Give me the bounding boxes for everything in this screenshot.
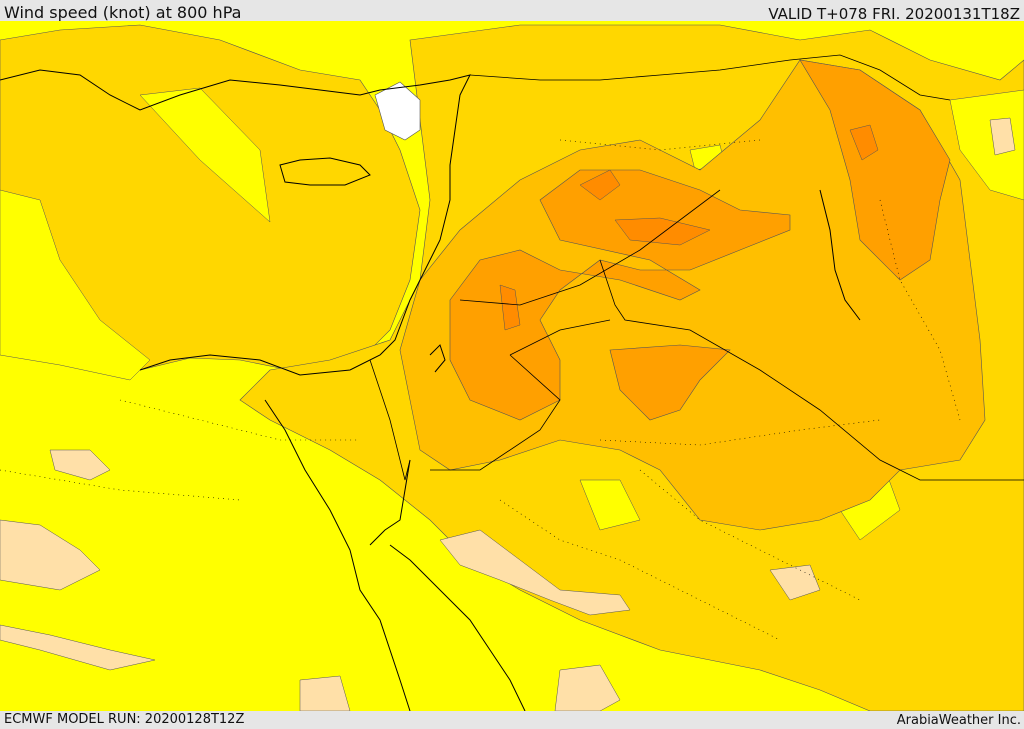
wind-core-1 [579,169,621,201]
wind-map[interactable] [0,21,1024,711]
wind-region-hole-1 [579,479,641,531]
wind-region-mediterranean-inner [139,87,271,223]
wind-map-canvas [0,21,1024,711]
map-title: Wind speed (knot) at 800 hPa [4,3,242,22]
wind-core-2 [614,217,711,246]
valid-time: VALID T+078 FRI. 20200131T18Z [768,5,1020,23]
footer-bar: ECMWF MODEL RUN: 20200128T12Z ArabiaWeat… [0,711,1024,729]
header-bar: Wind speed (knot) at 800 hPa VALID T+078… [0,0,1024,23]
wind-core-3 [499,284,521,331]
credit: ArabiaWeather Inc. [896,713,1021,728]
wind-region-hole-5 [949,89,1024,201]
wind-core-4 [849,124,879,161]
model-run: ECMWF MODEL RUN: 20200128T12Z [4,712,245,727]
political-borders [369,54,1024,481]
wind-region-white [374,81,421,141]
wind-region-west-left [0,189,151,381]
wind-region-high [399,59,986,531]
admin-boundaries [0,139,961,641]
wind-region-higher-south [609,344,731,421]
coastlines [0,69,861,711]
wind-region-higher-east [799,59,951,281]
wind-region-lowest [0,117,1016,711]
